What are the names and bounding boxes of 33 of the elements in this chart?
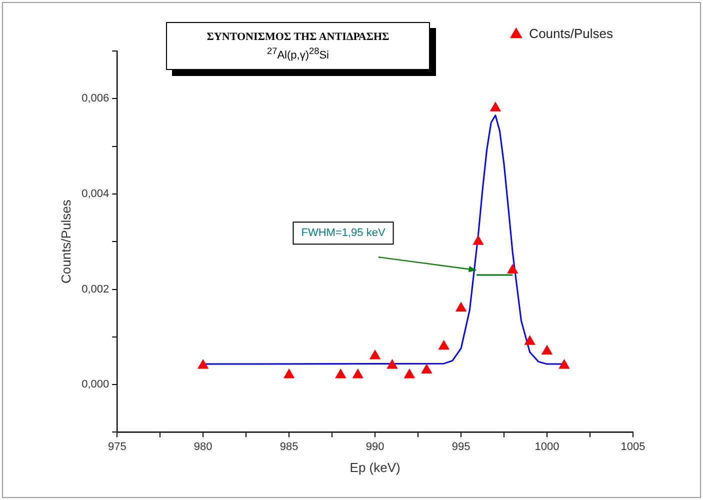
x-tick-label: 975 [108, 440, 126, 453]
x-tick-label: 990 [366, 440, 384, 453]
x-tick-label: 1000 [534, 440, 560, 453]
y-tick-label: 0,006 [82, 92, 110, 105]
point [284, 369, 294, 378]
x-tick-label: 995 [452, 440, 470, 453]
point [542, 345, 552, 354]
y-tick-label: 0,002 [82, 283, 110, 296]
x-tick-label: 985 [280, 440, 298, 453]
legend-label: Counts/Pulses [529, 26, 614, 42]
point [490, 102, 501, 112]
chart-title: ΣΥΝΤΟΝΙΣΜΟΣ ΤΗΣ ΑΝΤΙΔΡΑΣΗΣ [206, 31, 390, 43]
point [422, 364, 432, 374]
point [473, 236, 484, 245]
point [456, 302, 466, 312]
y-axis-title: Counts/Pulses [58, 199, 74, 284]
x-tick-label: 980 [194, 440, 212, 453]
point [404, 369, 415, 378]
y-tick-label: 0,004 [82, 188, 110, 200]
annotation: FWHM=1,95 keV [301, 227, 386, 240]
point [524, 336, 535, 345]
point [198, 360, 208, 369]
point [438, 340, 449, 350]
x-tick-label: 1005 [620, 440, 646, 453]
y-tick-label: 0,000 [82, 378, 110, 391]
x-axis-title: Ep (keV) [350, 460, 400, 475]
point [559, 360, 570, 369]
point [336, 369, 346, 378]
point [387, 360, 398, 369]
point [508, 264, 518, 274]
chart-subtitle: $^{27}$Al(p,γ)$^{28}$Si [266, 46, 330, 62]
point [370, 350, 380, 360]
point [352, 369, 363, 378]
